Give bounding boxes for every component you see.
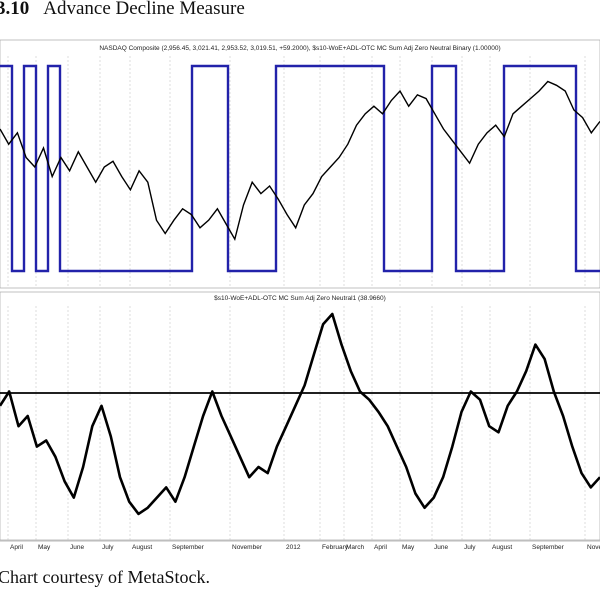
month-tick-label: August	[492, 544, 512, 551]
oscillator-panel-title: $s10-WoE+ADL-OTC MC Sum Adj Zero Neutral…	[214, 295, 386, 302]
price-panel-title: NASDAQ Composite (2,956.45, 3,021.41, 2,…	[99, 45, 500, 52]
figure-title: 3.10 Advance Decline Measure	[0, 0, 245, 20]
oscillator-panel-frame	[0, 291, 600, 541]
month-tick-label: September	[172, 544, 205, 551]
month-tick-label: July	[102, 544, 114, 551]
oscillator-panel-grid	[7, 306, 586, 540]
month-tick-label: November	[587, 544, 600, 551]
binary-indicator-line	[0, 64, 600, 273]
x-axis-month-labels: April May June July August September November 2…	[10, 544, 600, 551]
month-tick-label: May	[38, 544, 51, 551]
month-tick-label: May	[402, 544, 415, 551]
month-tick-label: April	[10, 544, 24, 551]
price-panel-frame	[0, 39, 600, 289]
figure-number: 3.10	[0, 0, 30, 19]
month-tick-label: November	[232, 544, 263, 551]
month-tick-label: April	[374, 544, 388, 551]
month-tick-label: August	[132, 544, 152, 551]
month-tick-label: July	[464, 544, 476, 551]
month-tick-label: June	[70, 544, 84, 551]
month-tick-label: 2012	[286, 544, 301, 551]
oscillator-line	[0, 312, 600, 516]
month-tick-label: February	[322, 544, 349, 551]
nasdaq-price-line	[0, 80, 600, 242]
month-tick-label: March	[346, 544, 364, 551]
month-tick-label: September	[532, 544, 565, 551]
figure-title-text: Advance Decline Measure	[43, 0, 245, 19]
month-tick-label: June	[434, 544, 448, 551]
figure-caption: Chart courtesy of MetaStock.	[0, 567, 210, 587]
